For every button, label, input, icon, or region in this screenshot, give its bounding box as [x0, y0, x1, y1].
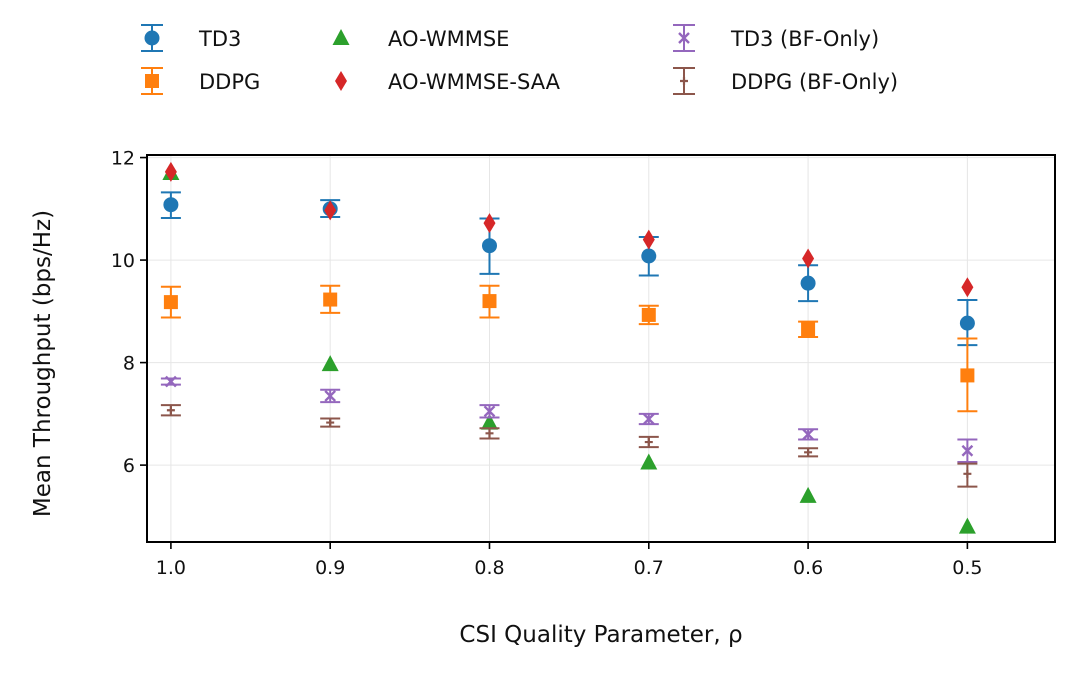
legend-label: DDPG (BF-Only) — [731, 70, 898, 94]
data-point — [641, 248, 657, 264]
legend-marker — [680, 77, 688, 85]
legend-item-ddpg: DDPG — [141, 67, 260, 95]
data-point — [324, 390, 337, 402]
legend-marker — [678, 32, 690, 44]
legend-marker — [145, 74, 159, 88]
series-td3 — [160, 191, 978, 347]
data-point — [163, 197, 179, 213]
data-point — [801, 322, 816, 337]
data-point — [642, 229, 655, 250]
data-point — [804, 448, 813, 457]
x-tick-label: 0.6 — [793, 557, 823, 579]
data-point — [163, 295, 178, 310]
x-tick-label: 1.0 — [156, 557, 186, 579]
data-point — [958, 517, 976, 534]
legend-item-td3-bf-only: TD3 (BF-Only) — [673, 24, 879, 52]
data-point — [323, 292, 338, 307]
data-point — [802, 428, 814, 441]
y-tick-label: 10 — [111, 250, 135, 272]
y-tick-label: 6 — [123, 455, 135, 477]
y-tick-label: 8 — [123, 353, 135, 375]
legend-label: TD3 (BF-Only) — [730, 27, 879, 51]
series-ao-wmmse-saa — [164, 161, 974, 298]
data-point — [642, 413, 655, 425]
data-point — [483, 405, 496, 418]
data-point — [644, 438, 653, 447]
series-ddpg-bf-only — [160, 404, 978, 488]
data-point — [485, 429, 494, 438]
legend-marker — [144, 30, 160, 46]
data-point — [164, 161, 177, 182]
plot-frame — [146, 154, 1056, 543]
series-td3-bf-only — [160, 375, 978, 464]
y-tick-label: 12 — [111, 148, 135, 170]
grid — [147, 155, 1055, 542]
data-point — [959, 315, 975, 331]
series-ao-wmmse — [162, 163, 976, 534]
data-point — [321, 355, 339, 372]
legend-label: AO-WMMSE-SAA — [388, 70, 561, 94]
x-axis-title: CSI Quality Parameter, ρ — [459, 622, 742, 648]
data-point — [480, 413, 498, 430]
plot-marks — [160, 161, 978, 534]
legend-marker — [335, 71, 347, 91]
data-point — [326, 418, 335, 427]
data-point — [800, 275, 816, 291]
data-point — [482, 294, 497, 309]
legend-label: AO-WMMSE — [388, 27, 509, 51]
legend-item-ao-wmmse: AO-WMMSE — [332, 27, 509, 51]
legend-marker — [332, 29, 350, 45]
data-point — [324, 200, 337, 221]
data-point — [483, 213, 496, 234]
data-point — [960, 368, 975, 383]
data-point — [641, 307, 656, 322]
legend-item-ao-wmmse-saa: AO-WMMSE-SAA — [335, 70, 561, 94]
legend: TD3 DDPG AO-WMMSE AO-WMMSE-SAA TD3 (BF-Only)… — [141, 24, 898, 95]
data-point — [166, 406, 175, 415]
data-point — [481, 238, 497, 254]
legend-item-td3: TD3 — [141, 24, 241, 52]
data-point — [961, 277, 974, 298]
legend-label: DDPG — [199, 70, 260, 94]
series-ddpg — [160, 284, 978, 413]
data-point — [165, 375, 177, 388]
x-tick-label: 0.7 — [634, 557, 664, 579]
x-axis: 1.0 0.9 0.8 0.7 0.6 0.5 — [156, 542, 982, 579]
y-axis: 6 8 10 12 — [111, 148, 147, 477]
data-point — [802, 248, 815, 269]
y-axis-title: Mean Throughput (bps/Hz) — [30, 210, 56, 517]
data-point — [640, 453, 658, 470]
data-point — [961, 444, 974, 457]
x-tick-label: 0.8 — [474, 557, 504, 579]
legend-label: TD3 — [198, 27, 241, 51]
data-point — [963, 469, 972, 478]
data-point — [799, 486, 817, 503]
x-tick-label: 0.5 — [952, 557, 982, 579]
legend-item-ddpg-bf-only: DDPG (BF-Only) — [673, 67, 898, 95]
x-tick-label: 0.9 — [315, 557, 345, 579]
